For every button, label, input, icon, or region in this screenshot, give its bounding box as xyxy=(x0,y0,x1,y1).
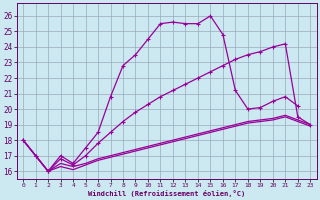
X-axis label: Windchill (Refroidissement éolien,°C): Windchill (Refroidissement éolien,°C) xyxy=(88,190,245,197)
